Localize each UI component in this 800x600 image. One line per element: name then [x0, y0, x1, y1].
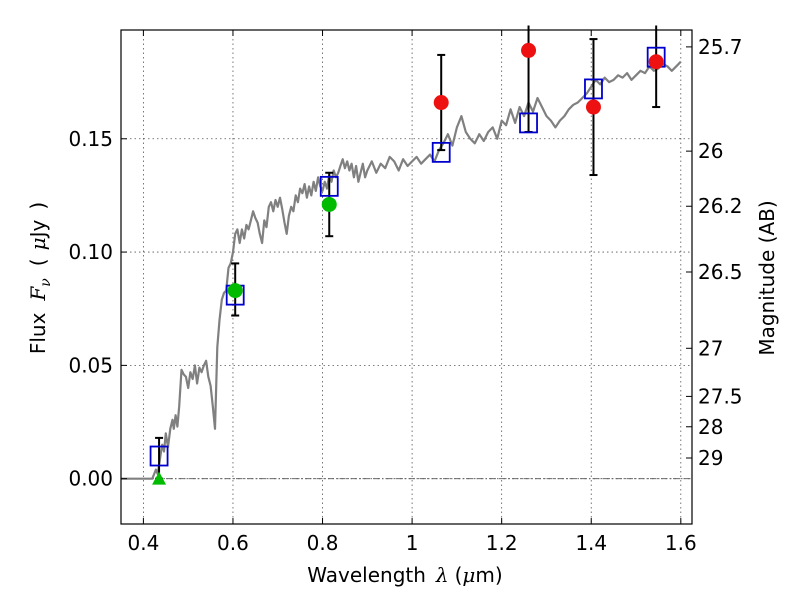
y-axis-symbol-sub: ν — [38, 278, 54, 287]
observed-flux-point — [521, 42, 537, 58]
y-axis-unit-rest: Jy — [26, 219, 50, 239]
y-axis-unit-close: ) — [26, 202, 50, 210]
model-photometry-square — [519, 112, 538, 134]
x-tick-label: 1 — [406, 531, 419, 555]
model-photometry-square — [149, 445, 169, 467]
x-tick-label: 0.6 — [217, 531, 249, 555]
y-axis-unit-open: ( — [26, 258, 50, 266]
observed-flux-point — [433, 95, 449, 111]
axis-ticks: 0.4 0.6 0.8 1 1.2 1.4 1.6 0.00 0.05 0.10 0.15 25.7 2… — [68, 30, 743, 555]
grid-lines — [121, 30, 692, 524]
magnitude-tick-label: 29 — [698, 446, 723, 470]
x-axis-label-text: Wavelength — [307, 563, 426, 587]
y-axis-symbol: F — [26, 286, 50, 302]
x-axis-unit-mu: μ — [462, 563, 475, 587]
observed-flux-point — [321, 196, 337, 212]
y-axis-unit-mu: μ — [26, 237, 50, 250]
model-sed-layer — [121, 60, 682, 480]
model-sed-line — [121, 60, 682, 480]
upper-limit-triangle — [152, 471, 167, 485]
observed-flux-point — [585, 99, 601, 115]
x-axis-label: Wavelength λ (μm) — [307, 563, 502, 587]
model-photometry-square — [431, 141, 451, 163]
y-axis-label-text: Flux — [26, 312, 50, 354]
magnitude-tick-label: 27.5 — [698, 384, 743, 408]
observed-flux-point — [227, 283, 243, 299]
model-photometry-square — [584, 78, 603, 100]
magnitude-tick-label: 26.5 — [698, 260, 743, 284]
magnitude-tick-label: 28 — [698, 415, 723, 439]
y-tick-label: 0.15 — [68, 127, 113, 151]
plot-frame — [120, 29, 693, 525]
magnitude-axis-label: Magnitude (AB) — [755, 200, 779, 355]
x-tick-label: 1.4 — [575, 531, 607, 555]
magnitude-tick-label: 25.7 — [698, 35, 743, 59]
observed-flux-point — [648, 54, 664, 70]
y-tick-label: 0.05 — [68, 353, 113, 377]
x-tick-label: 0.8 — [307, 531, 339, 555]
magnitude-tick-label: 26 — [698, 139, 723, 163]
data-markers — [149, 42, 666, 485]
magnitude-tick-label: 27 — [698, 336, 723, 360]
x-axis-symbol: λ — [435, 563, 449, 587]
x-axis-unit-open: ( — [455, 563, 463, 587]
x-tick-label: 0.4 — [127, 531, 159, 555]
y-tick-label: 0.00 — [68, 467, 113, 491]
x-tick-label: 1.6 — [665, 531, 697, 555]
y-tick-label: 0.10 — [68, 240, 113, 264]
y-axis-label: Flux Fν ( μJy) — [26, 202, 54, 354]
magnitude-tick-label: 26.2 — [698, 194, 743, 218]
x-tick-label: 1.2 — [486, 531, 518, 555]
model-photometry-square — [319, 175, 339, 197]
x-axis-unit-rest: m) — [475, 563, 502, 587]
